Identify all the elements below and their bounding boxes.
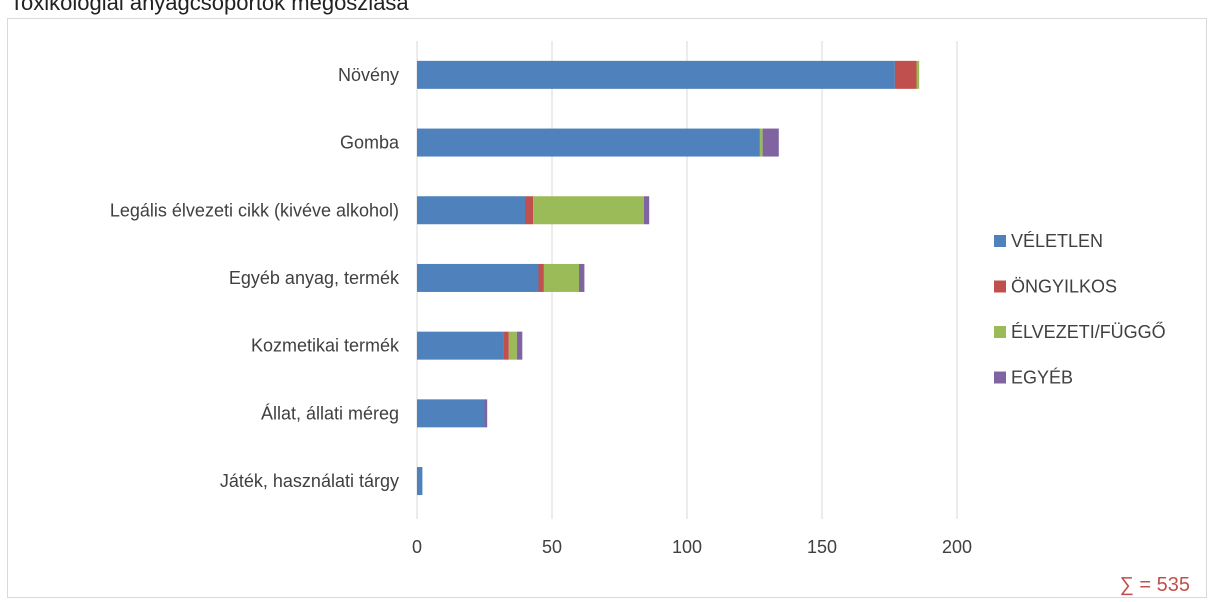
bar-segment <box>417 61 895 89</box>
bar-segment <box>417 264 539 292</box>
legend-swatch <box>994 372 1006 384</box>
category-label: Állat, állati méreg <box>261 403 399 423</box>
bar-segment <box>895 61 917 89</box>
category-label: Gomba <box>340 133 400 153</box>
legend-swatch <box>994 281 1006 293</box>
bar-segment <box>417 332 503 360</box>
bar-segment <box>417 467 422 495</box>
bar-segment <box>509 332 517 360</box>
bar-segment <box>544 264 579 292</box>
bar-segment <box>525 196 533 224</box>
x-tick-label: 200 <box>942 537 972 557</box>
legend-label: ÖNGYILKOS <box>1011 277 1117 297</box>
legend-label: VÉLETLEN <box>1011 231 1103 251</box>
category-label: Egyéb anyag, termék <box>229 268 400 288</box>
bar-segment <box>417 399 485 427</box>
bar-segment <box>417 196 525 224</box>
bar-segment <box>539 264 544 292</box>
legend-swatch <box>994 326 1006 338</box>
bar-segment <box>517 332 522 360</box>
total-label: ∑ = 535 <box>1120 574 1190 597</box>
chart-area: Növény Gomba Legális élvezeti cikk (kivéve… <box>7 18 1207 598</box>
legend-swatch <box>994 235 1006 247</box>
category-label: Kozmetikai termék <box>251 336 400 356</box>
category-label: Legális élvezeti cikk (kivéve alkohol) <box>110 200 399 220</box>
x-tick-label: 0 <box>412 537 422 557</box>
x-tick-label: 100 <box>672 537 702 557</box>
page-title: Toxikológiai anyagcsoportok megoszlása <box>10 0 1200 16</box>
x-tick-label: 150 <box>807 537 837 557</box>
stacked-bar-chart: Növény Gomba Legális élvezeti cikk (kivéve… <box>8 19 1206 597</box>
bar-segment <box>503 332 508 360</box>
bar-segment <box>763 129 779 157</box>
bar-segment <box>579 264 584 292</box>
bar-segment <box>417 129 760 157</box>
bar-segment <box>760 129 763 157</box>
category-label: Növény <box>338 65 399 85</box>
legend-label: EGYÉB <box>1011 368 1073 388</box>
category-label: Játék, használati tárgy <box>220 471 399 491</box>
x-tick-label: 50 <box>542 537 562 557</box>
legend-label: ÉLVEZETI/FÜGGŐ <box>1011 321 1166 342</box>
bar-segment <box>644 196 649 224</box>
bar-segment <box>533 196 644 224</box>
bar-segment <box>485 399 488 427</box>
bar-segment <box>917 61 920 89</box>
